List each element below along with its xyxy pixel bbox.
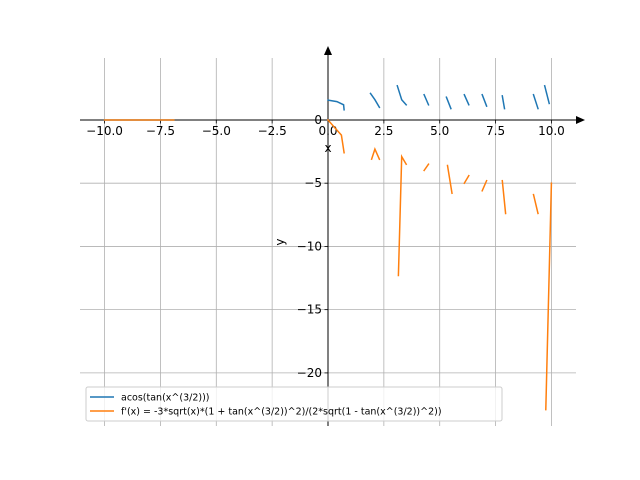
y-tick-label: −5: [304, 176, 322, 190]
x-tick-label: 10.0: [538, 124, 565, 138]
y-tick-label: −15: [297, 303, 322, 317]
series-1-line: [543, 84, 551, 105]
x-tick-label: −2.5: [258, 124, 287, 138]
series-2-line: [423, 163, 430, 172]
series-1-line: [327, 99, 345, 111]
series-1-line: [463, 93, 470, 106]
x-tick-label: 7.5: [486, 124, 505, 138]
series: [103, 84, 553, 411]
x-axis-arrow: [576, 115, 585, 124]
legend-box: [85, 386, 503, 422]
series-2-line: [463, 174, 470, 185]
legend: acos(tan(x^(3/2))) f'(x) = -3*sqrt(x)*(1…: [85, 386, 503, 422]
series-1-line: [532, 93, 539, 110]
y-tick-label: −20: [297, 366, 322, 380]
series-1-line: [481, 93, 488, 108]
y-axis-arrow: [324, 46, 332, 55]
series-2-line: [370, 147, 381, 161]
series-1-line: [369, 92, 381, 109]
series-2-line: [397, 153, 408, 277]
series-1-line: [445, 96, 452, 110]
series-2-line: [446, 164, 453, 195]
x-tick-label: −5.0: [202, 124, 231, 138]
legend-label-series-2: f'(x) = -3*sqrt(x)*(1 + tan(x^(3/2))^2)/…: [121, 407, 442, 418]
series-1-line: [501, 95, 506, 110]
x-tick-label: −10.0: [86, 124, 123, 138]
x-tick-label: −7.5: [146, 124, 175, 138]
legend-label-series-1: acos(tan(x^(3/2))): [121, 393, 209, 404]
y-tick-label: 0: [314, 113, 322, 127]
y-axis-label: y: [273, 238, 287, 245]
x-axis-label: x: [324, 141, 331, 155]
y-tick-label: −10: [297, 239, 322, 253]
ticks: −10.0 −7.5 −5.0 −2.5 0.0 2.5 5.0 7.5 10.0 0 −5 −10 −…: [86, 113, 565, 380]
series-1-line: [423, 93, 430, 106]
series-1-line: [396, 84, 408, 106]
series-2-line: [481, 179, 488, 192]
series-2-line: [532, 193, 539, 215]
series-2-line: [326, 118, 345, 154]
x-tick-label: 2.5: [374, 124, 393, 138]
axes: [80, 46, 585, 426]
x-tick-label: 5.0: [430, 124, 449, 138]
series-2-line: [501, 179, 507, 215]
series-2-line: [545, 182, 553, 411]
x-tick-label: 0.0: [318, 124, 337, 138]
